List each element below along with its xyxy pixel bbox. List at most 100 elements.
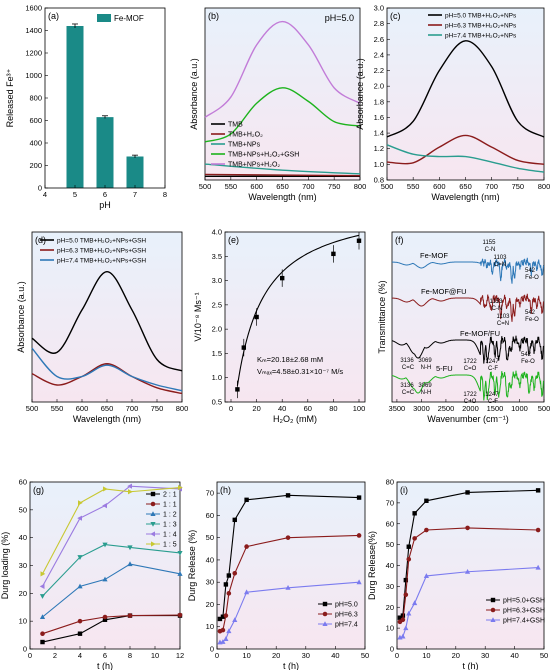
panel-a-y-tick-label: 200 bbox=[29, 161, 42, 170]
panel-f-peak-label: C=C bbox=[402, 365, 415, 371]
panel-i-y-tick-label: 70 bbox=[386, 498, 394, 507]
panel-a-x-axis-label: pH bbox=[99, 200, 111, 210]
panel-g-legend-label: 1 : 5 bbox=[163, 542, 177, 549]
panel-f-plot-area bbox=[392, 232, 544, 402]
panel-e-x-tick-label: 40 bbox=[278, 404, 286, 413]
panel-g-data-point bbox=[77, 555, 83, 560]
panel-f-panel-label: (f) bbox=[395, 235, 404, 245]
panel-e-axes-frame bbox=[224, 231, 366, 403]
panel-h-data-point bbox=[285, 584, 291, 590]
panel-d-plot-area bbox=[32, 232, 182, 402]
panel-g-legend-marker bbox=[150, 501, 156, 507]
panel-h-x-tick-label: 10 bbox=[242, 651, 250, 660]
panel-h-data-point bbox=[223, 582, 229, 587]
panel-e-fit-curve bbox=[236, 234, 360, 386]
panel-e-y-tick-label: 1.5 bbox=[212, 349, 222, 358]
panel-f-peak-label: C=N bbox=[497, 321, 509, 327]
panel-h-data-point bbox=[232, 617, 238, 623]
panel-h-series-line bbox=[219, 534, 360, 632]
panel-d-y-axis-label: Absorbance (a.u.) bbox=[16, 281, 26, 353]
panel-h-y-tick-label: 40 bbox=[206, 555, 214, 564]
panel-i-data-point bbox=[535, 488, 541, 493]
panel-h-data-point bbox=[217, 616, 223, 622]
panel-h-x-tick-label: 30 bbox=[302, 651, 310, 660]
panel-h-legend-marker bbox=[322, 621, 328, 626]
panel-b-legend-label: TMB+H₂O₂ bbox=[228, 132, 263, 139]
panel-h-y-tick-label: 10 bbox=[206, 622, 214, 631]
panel-h-y-axis-label: Durg Release (%) bbox=[187, 530, 197, 602]
panel-b-legend-label: TMB+NPs+H₂O₂+GSH bbox=[228, 152, 299, 159]
panel-e: 0 20 40 60 80 100 H₂O₂ (mM) 0.5 1.0 1.5 2.0 2.5 3.0 3… bbox=[193, 228, 366, 424]
panel-a-x-tick-label: 6 bbox=[103, 190, 107, 199]
panel-h-y-tick-label: 60 bbox=[206, 511, 214, 520]
panel-c-y-tick-label: 0.8 bbox=[374, 176, 384, 185]
panel-f-x-tick-label: 500 bbox=[538, 404, 550, 413]
panel-b-plot-area bbox=[205, 8, 360, 180]
panel-h: 0 10 20 30 40 50 t (h) 0 10 20 30 40 50 60 70 Durg Rele… bbox=[187, 481, 369, 670]
panel-c-legend-label: pH=6.3 TMB+H₂O₂+NPs bbox=[445, 23, 517, 30]
panel-d-legend-label: pH=7.4 TMB+H₂O₂+NPs+GSH bbox=[57, 258, 146, 265]
panel-e-y-tick-label: 0.5 bbox=[212, 398, 222, 407]
panel-c: 500 550 600 650 700 750 800 Wavelength (nm) 0.8 1… bbox=[355, 4, 550, 203]
panel-g-data-point bbox=[77, 618, 83, 624]
panel-a-x-tick-label: 7 bbox=[133, 190, 137, 199]
panel-c-x-tick-label: 750 bbox=[512, 182, 525, 191]
panel-i-y-tick-label: 0 bbox=[390, 645, 394, 654]
panel-h-data-point bbox=[356, 533, 362, 538]
panel-h-legend-marker bbox=[322, 601, 328, 607]
panel-d-legend-label: pH=5.0 TMB+H₂O₂+NPs+GSH bbox=[57, 238, 146, 245]
panel-g-panel-label: (g) bbox=[33, 485, 44, 495]
panel-f-peak-label: N-H bbox=[421, 365, 432, 371]
panel-g-data-point bbox=[40, 639, 45, 645]
panel-f-peak-label: 1722 bbox=[463, 359, 477, 365]
panel-b-legend-label: TMB bbox=[228, 122, 243, 129]
panel-i-data-point bbox=[397, 615, 403, 620]
panel-g-x-tick-label: 4 bbox=[78, 651, 82, 660]
panel-i-y-axis-label: Durg Release(%) bbox=[367, 531, 377, 600]
panel-i-y-tick-label: 20 bbox=[386, 603, 394, 612]
panel-h-data-point bbox=[226, 628, 232, 634]
panel-h-y-tick-label: 50 bbox=[206, 533, 214, 542]
panel-b-legend-label: TMB+NPs bbox=[228, 142, 261, 149]
panel-h-data-point bbox=[220, 614, 226, 619]
panel-g-data-point bbox=[39, 614, 46, 619]
panel-h-legend-label: pH=6.3 bbox=[335, 612, 358, 619]
panel-g-y-tick-label: 50 bbox=[19, 505, 27, 514]
panel-d-x-tick-label: 600 bbox=[76, 404, 89, 413]
panel-h-x-tick-label: 20 bbox=[272, 651, 280, 660]
panel-e-x-tick-label: 20 bbox=[252, 404, 260, 413]
panel-f-series-name: Fe-MOF@FU bbox=[421, 287, 467, 296]
panel-e-x-tick-label: 80 bbox=[329, 404, 337, 413]
panel-h-data-point bbox=[356, 579, 362, 585]
panel-f-peak-label: 3069 bbox=[418, 358, 432, 364]
panel-g-y-tick-label: 60 bbox=[19, 478, 27, 487]
panel-f-x-tick-label: 3000 bbox=[413, 404, 430, 413]
panel-f-peak-label: C-N bbox=[492, 306, 503, 312]
panel-i-legend-label: pH=6.3+GSH bbox=[503, 608, 545, 615]
panel-d-series-line bbox=[31, 363, 183, 395]
panel-b-x-tick-label: 750 bbox=[328, 182, 341, 191]
panel-a-panel-label: (a) bbox=[48, 11, 59, 21]
panel-f: Fe-MOFFe-MOF@FUFe-MOF/FU5-FU1155C-N1103C… bbox=[377, 231, 550, 424]
panel-f-peak-label: 1247 bbox=[485, 359, 499, 365]
panel-h-data-point bbox=[285, 493, 291, 498]
panel-h-y-tick-label: 0 bbox=[210, 645, 214, 654]
panel-a-legend-label: Fe-MOF bbox=[114, 14, 144, 23]
panel-b-x-axis-label: Wavelength (nm) bbox=[248, 192, 316, 202]
panel-e-x-tick-label: 0 bbox=[229, 404, 233, 413]
panel-a-y-tick-label: 400 bbox=[29, 139, 42, 148]
panel-i-data-point bbox=[403, 625, 409, 631]
panel-i-x-axis-label: t (h) bbox=[462, 661, 478, 670]
panel-c-x-tick-label: 650 bbox=[459, 182, 472, 191]
panel-b-x-tick-label: 800 bbox=[354, 182, 367, 191]
panel-g-y-tick-label: 20 bbox=[19, 589, 27, 598]
panel-e-panel-label: (e) bbox=[228, 235, 239, 245]
panel-f-series-name: Fe-MOF bbox=[420, 251, 448, 260]
panel-g-data-point bbox=[128, 489, 133, 495]
panel-f-peak-label: 542 bbox=[525, 310, 536, 316]
panel-h-data-point bbox=[285, 535, 291, 540]
panel-b-series-line bbox=[204, 163, 361, 175]
panel-h-data-point bbox=[223, 636, 229, 641]
panel-g-x-tick-label: 10 bbox=[151, 651, 159, 660]
